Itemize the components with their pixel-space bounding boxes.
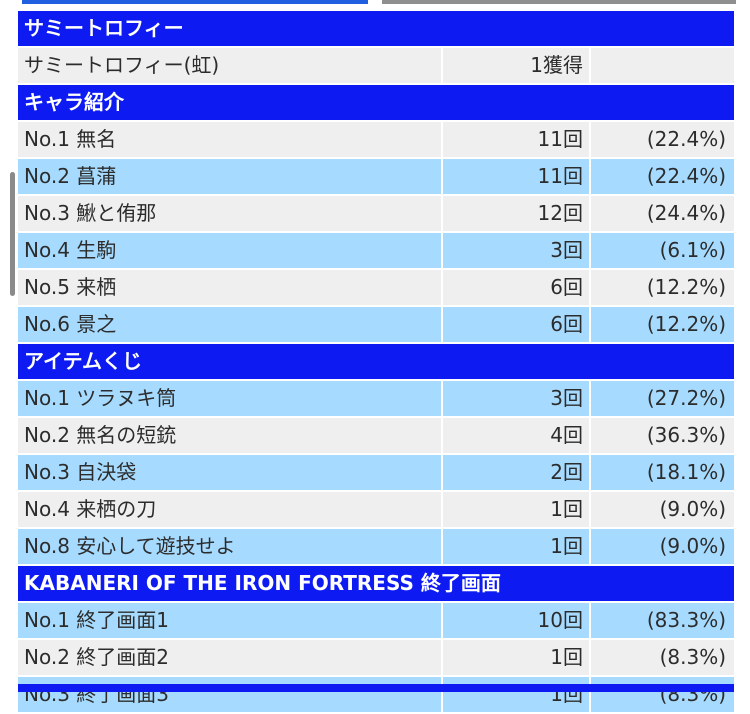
row-count: 10回 [441, 603, 589, 638]
row-name: No.6 景之 [18, 307, 441, 342]
row-percent: (36.3%) [589, 418, 734, 453]
row-percent: (12.2%) [589, 307, 734, 342]
table-row: No.1 ツラヌキ筒 3回 (27.2%) [18, 381, 734, 418]
row-count: 1回 [441, 529, 589, 564]
row-percent: (9.0%) [589, 529, 734, 564]
row-name: サミートロフィー(虹) [18, 48, 441, 83]
row-percent: (6.1%) [589, 233, 734, 268]
section-header-next-cut-off [18, 684, 734, 692]
table-row: No.1 終了画面1 10回 (83.3%) [18, 603, 734, 640]
table-row: No.4 来栖の刀 1回 (9.0%) [18, 492, 734, 529]
row-percent: (22.4%) [589, 159, 734, 194]
table-row: No.1 無名 11回 (22.4%) [18, 122, 734, 159]
row-count: 1回 [441, 492, 589, 527]
row-name: No.5 来栖 [18, 270, 441, 305]
row-count: 11回 [441, 159, 589, 194]
section-header-summit-trophy: サミートロフィー [18, 11, 734, 48]
section-header-character-intro: キャラ紹介 [18, 85, 734, 122]
table-row: No.2 終了画面2 1回 (8.3%) [18, 640, 734, 677]
table-row: No.5 来栖 6回 (12.2%) [18, 270, 734, 307]
row-percent: (18.1%) [589, 455, 734, 490]
row-count: 3回 [441, 381, 589, 416]
row-name: No.3 鰍と侑那 [18, 196, 441, 231]
row-count: 11回 [441, 122, 589, 157]
row-name: No.4 生駒 [18, 233, 441, 268]
tab-indicator-bar [0, 0, 750, 8]
row-percent: (12.2%) [589, 270, 734, 305]
table-row: サミートロフィー(虹) 1獲得 [18, 48, 734, 85]
row-percent: (9.0%) [589, 492, 734, 527]
row-percent: (24.4%) [589, 196, 734, 231]
table-row: No.8 安心して遊技せよ 1回 (9.0%) [18, 529, 734, 566]
row-count: 2回 [441, 455, 589, 490]
section-header-item-lottery: アイテムくじ [18, 344, 734, 381]
stats-table: サミートロフィー サミートロフィー(虹) 1獲得 キャラ紹介 No.1 無名 1… [18, 11, 734, 714]
table-row: No.4 生駒 3回 (6.1%) [18, 233, 734, 270]
row-percent: (27.2%) [589, 381, 734, 416]
row-name: No.2 無名の短銃 [18, 418, 441, 453]
row-count: 12回 [441, 196, 589, 231]
row-percent: (8.3%) [589, 677, 734, 712]
row-count: 6回 [441, 270, 589, 305]
row-name: No.2 菖蒲 [18, 159, 441, 194]
row-count: 6回 [441, 307, 589, 342]
row-percent: (83.3%) [589, 603, 734, 638]
table-row: No.3 終了画面3 1回 (8.3%) [18, 677, 734, 714]
row-count: 4回 [441, 418, 589, 453]
row-name: No.4 来栖の刀 [18, 492, 441, 527]
row-percent [589, 48, 734, 83]
row-name: No.1 ツラヌキ筒 [18, 381, 441, 416]
row-count: 1回 [441, 640, 589, 675]
scrollbar-thumb[interactable] [10, 172, 15, 296]
row-name: No.3 自決袋 [18, 455, 441, 490]
section-header-end-screen: KABANERI OF THE IRON FORTRESS 終了画面 [18, 566, 734, 603]
row-count: 1回 [441, 677, 589, 712]
table-row: No.3 鰍と侑那 12回 (24.4%) [18, 196, 734, 233]
table-row: No.2 無名の短銃 4回 (36.3%) [18, 418, 734, 455]
row-name: No.1 無名 [18, 122, 441, 157]
table-row: No.3 自決袋 2回 (18.1%) [18, 455, 734, 492]
row-percent: (8.3%) [589, 640, 734, 675]
row-name: No.8 安心して遊技せよ [18, 529, 441, 564]
table-row: No.2 菖蒲 11回 (22.4%) [18, 159, 734, 196]
row-name: No.2 終了画面2 [18, 640, 441, 675]
table-row: No.6 景之 6回 (12.2%) [18, 307, 734, 344]
tab-indicator-inactive[interactable] [382, 0, 736, 4]
row-percent: (22.4%) [589, 122, 734, 157]
row-name: No.1 終了画面1 [18, 603, 441, 638]
row-count: 1獲得 [441, 48, 589, 83]
row-name: No.3 終了画面3 [18, 677, 441, 712]
row-count: 3回 [441, 233, 589, 268]
tab-indicator-active[interactable] [22, 0, 368, 4]
